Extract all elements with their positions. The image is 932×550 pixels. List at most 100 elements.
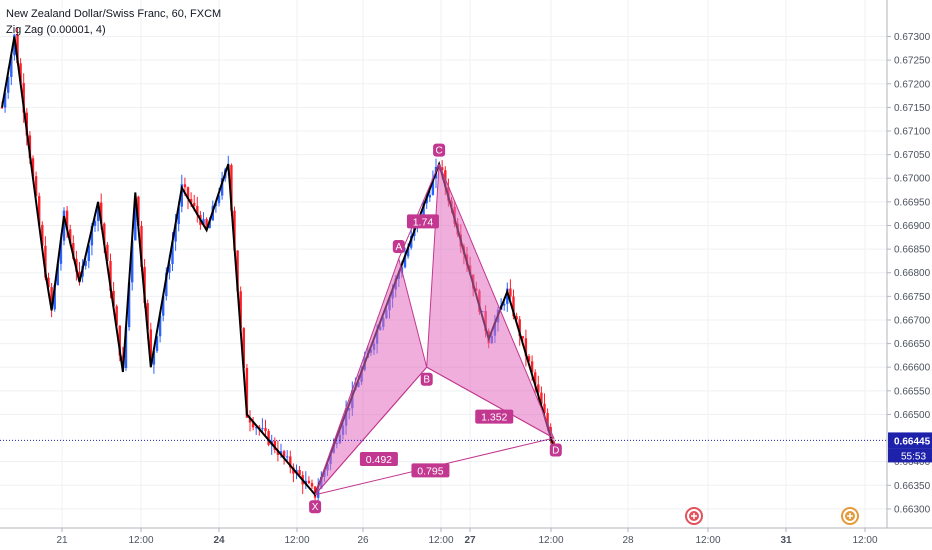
price-tick-label: 0.66950 bbox=[894, 197, 931, 208]
candle-body bbox=[28, 135, 32, 159]
countdown-badge bbox=[888, 448, 932, 463]
price-tick-label: 0.66500 bbox=[894, 410, 931, 421]
candle-body bbox=[124, 327, 128, 369]
candle-body bbox=[230, 165, 233, 211]
candle-body bbox=[115, 306, 118, 326]
candle-body bbox=[50, 287, 53, 310]
price-axis[interactable]: 0.67300 0.67250 0.67200 0.67150 0.67100 0.670… bbox=[886, 0, 932, 528]
candle-body bbox=[152, 350, 156, 365]
candle-body bbox=[56, 263, 59, 286]
candle-body bbox=[106, 244, 109, 261]
candle-body bbox=[41, 224, 44, 246]
pattern-bd-line bbox=[426, 366, 555, 439]
price-tick-label: 0.66550 bbox=[894, 386, 931, 397]
pattern-point-a-badge bbox=[392, 240, 405, 254]
candle-body bbox=[217, 195, 221, 204]
candle-body bbox=[208, 220, 211, 229]
candle-body bbox=[59, 240, 63, 264]
time-tick-label: 21 bbox=[56, 535, 68, 546]
candle-body bbox=[165, 272, 168, 297]
indicator-label[interactable]: Zig Zag (0.00001, 4) bbox=[6, 24, 106, 36]
candle-body bbox=[171, 241, 174, 264]
candle-body bbox=[112, 290, 115, 307]
pattern-ratio-label: 1.74 bbox=[413, 216, 434, 228]
candle-body bbox=[298, 469, 301, 476]
candle-body bbox=[236, 250, 239, 292]
candle-body bbox=[521, 336, 524, 339]
candle-body bbox=[431, 178, 435, 195]
time-axis[interactable]: 21 12:00 24 12:00 26 12:00 27 12:00 28 12:00 31 12:… bbox=[0, 527, 932, 546]
candle-body bbox=[137, 196, 140, 226]
current-price-badge bbox=[888, 432, 932, 449]
event-marker-icon[interactable] bbox=[685, 507, 703, 525]
candle-body bbox=[10, 55, 13, 77]
zigzag-indicator bbox=[1, 36, 555, 497]
candle-body bbox=[193, 202, 196, 206]
candle-body bbox=[53, 285, 56, 310]
candle-body bbox=[69, 229, 72, 244]
price-tick-label: 0.66600 bbox=[894, 363, 931, 374]
candle-body bbox=[0, 107, 4, 109]
candle-body bbox=[34, 176, 38, 197]
price-tick-label: 0.66800 bbox=[894, 268, 931, 279]
pattern-ratio-label: 0.795 bbox=[417, 465, 443, 477]
candle-body bbox=[78, 271, 81, 277]
pattern-point-d-badge bbox=[549, 443, 562, 457]
candle-body bbox=[103, 223, 106, 245]
time-tick-label: 28 bbox=[622, 535, 634, 546]
candle-body bbox=[13, 34, 16, 56]
pattern-xb-line bbox=[314, 366, 428, 496]
candle-body bbox=[158, 315, 162, 337]
candle-body bbox=[317, 488, 320, 498]
candle-body bbox=[537, 384, 540, 393]
pattern-point-x-badge bbox=[309, 500, 322, 514]
candle-body bbox=[90, 225, 94, 246]
candle-body bbox=[261, 428, 264, 430]
pattern-point-b-label: B bbox=[423, 375, 430, 386]
candle-body bbox=[47, 277, 50, 288]
candle-body bbox=[239, 291, 242, 329]
symbol-title[interactable]: New Zealand Dollar/Swiss Franc, 60, FXCM bbox=[6, 8, 222, 20]
candle-body bbox=[149, 329, 152, 365]
candle-body bbox=[96, 202, 100, 222]
candle-body bbox=[131, 240, 134, 283]
harmonic-pattern[interactable]: X A B C D 0.492 1.74 1.352 0.795 bbox=[309, 143, 562, 514]
candle-body bbox=[546, 412, 549, 428]
candle-body bbox=[506, 288, 509, 304]
pattern-point-d-label: D bbox=[552, 446, 559, 457]
candle-body bbox=[286, 456, 289, 458]
time-tick-label: 12:00 bbox=[284, 535, 309, 546]
time-tick-label: 12:00 bbox=[852, 535, 877, 546]
candle-body bbox=[174, 224, 177, 242]
price-tick-label: 0.66350 bbox=[894, 481, 931, 492]
candle-body bbox=[255, 427, 258, 429]
candle-body bbox=[93, 221, 97, 226]
candle-body bbox=[100, 202, 103, 224]
candle-body bbox=[428, 194, 431, 198]
candle-body bbox=[543, 403, 546, 413]
candle-body bbox=[146, 303, 149, 330]
candle-body bbox=[267, 431, 270, 445]
price-tick-label: 0.67100 bbox=[894, 127, 931, 138]
candle-body bbox=[403, 256, 407, 268]
pattern-point-x-label: X bbox=[312, 502, 319, 513]
candle-body bbox=[38, 196, 41, 225]
candle-body bbox=[109, 260, 112, 291]
candle-body bbox=[534, 372, 537, 385]
time-tick-label: 31 bbox=[780, 535, 792, 546]
candle-body bbox=[168, 263, 171, 273]
price-tick-label: 0.66900 bbox=[894, 221, 931, 232]
event-marker-icon[interactable] bbox=[841, 507, 859, 525]
candle-body bbox=[7, 76, 10, 93]
event-markers[interactable] bbox=[685, 507, 859, 525]
candle-body bbox=[127, 282, 131, 328]
candle-body bbox=[406, 247, 410, 257]
candle-body bbox=[289, 456, 292, 468]
candle-body bbox=[310, 483, 314, 487]
candle-body bbox=[515, 316, 518, 320]
candle-body bbox=[183, 184, 187, 188]
candle-body bbox=[248, 417, 252, 423]
price-tick-label: 0.67300 bbox=[894, 32, 931, 43]
candle-body bbox=[503, 303, 506, 306]
